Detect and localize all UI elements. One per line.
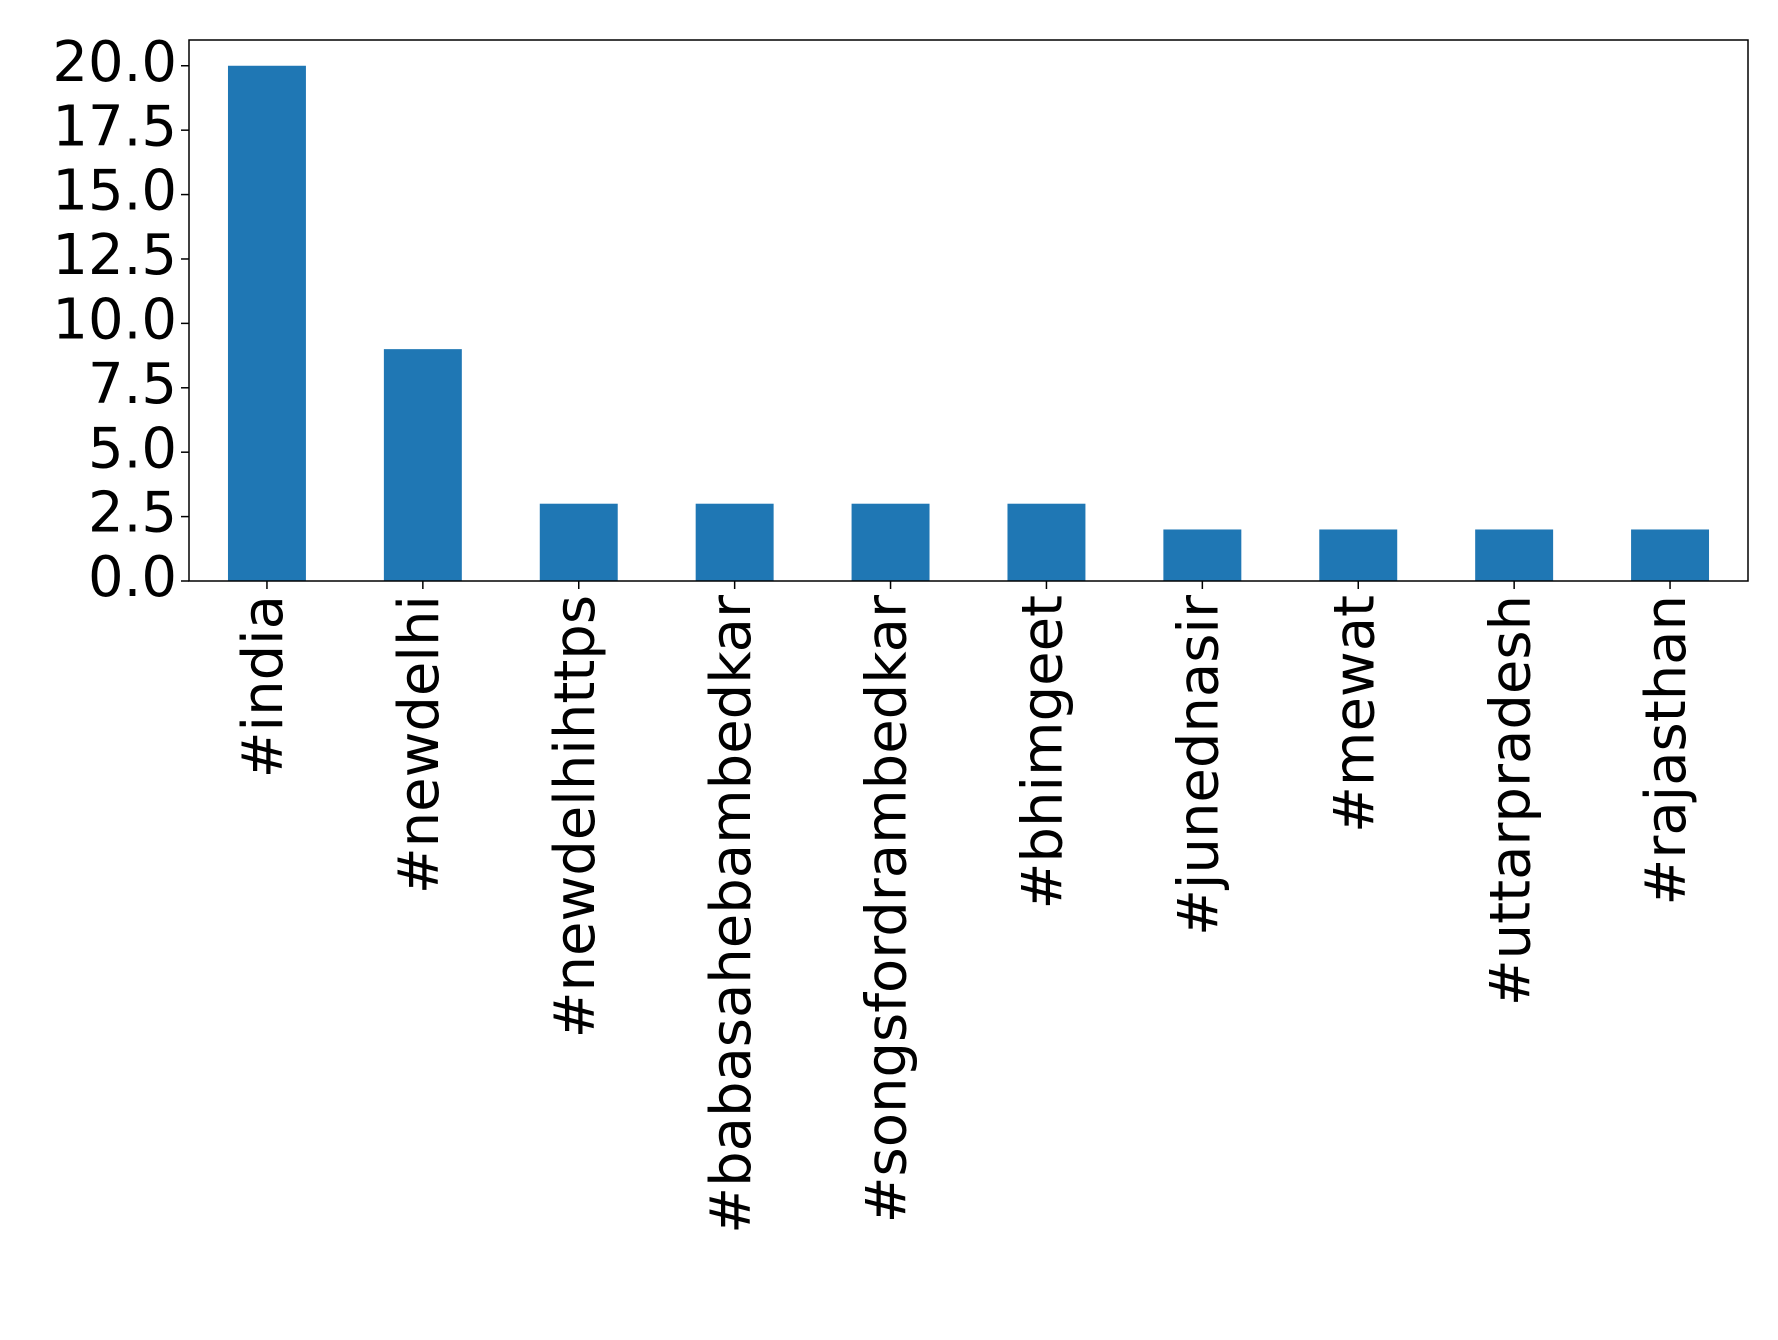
x-tick-label: #bhimgeet (1011, 595, 1076, 909)
y-tick-label: 0.0 (88, 545, 177, 610)
bar (1631, 529, 1710, 581)
y-tick-label: 20.0 (52, 30, 177, 95)
x-tick-label: #junednasir (1166, 594, 1231, 936)
x-tick-label: #babasahebambedkar (699, 594, 764, 1234)
plot-frame (188, 39, 1749, 582)
bar (383, 349, 462, 581)
y-tick-label: 5.0 (88, 416, 177, 481)
bar (227, 65, 306, 581)
bar (851, 503, 930, 581)
bar (539, 503, 618, 581)
x-tick-label: #songsfordrambedkar (855, 594, 920, 1223)
x-tick-label: #uttarpradesh (1478, 595, 1543, 1006)
y-tick-label: 10.0 (52, 288, 177, 353)
bar (1007, 503, 1086, 581)
y-tick-label: 15.0 (52, 159, 177, 224)
bar (1475, 529, 1554, 581)
y-tick-label: 12.5 (52, 223, 177, 288)
y-tick-label: 2.5 (88, 481, 177, 546)
x-tick-label: #mewat (1322, 595, 1387, 833)
x-tick-label: #india (231, 595, 296, 778)
x-tick-label: #newdelhi (387, 595, 452, 894)
y-tick-label: 17.5 (52, 94, 177, 159)
bar (695, 503, 774, 581)
x-tick-label: #newdelhihttps (543, 595, 608, 1038)
x-tick-label: #rajasthan (1634, 595, 1699, 906)
bar (1319, 529, 1398, 581)
y-tick-label: 7.5 (88, 352, 177, 417)
bar (1163, 529, 1242, 581)
